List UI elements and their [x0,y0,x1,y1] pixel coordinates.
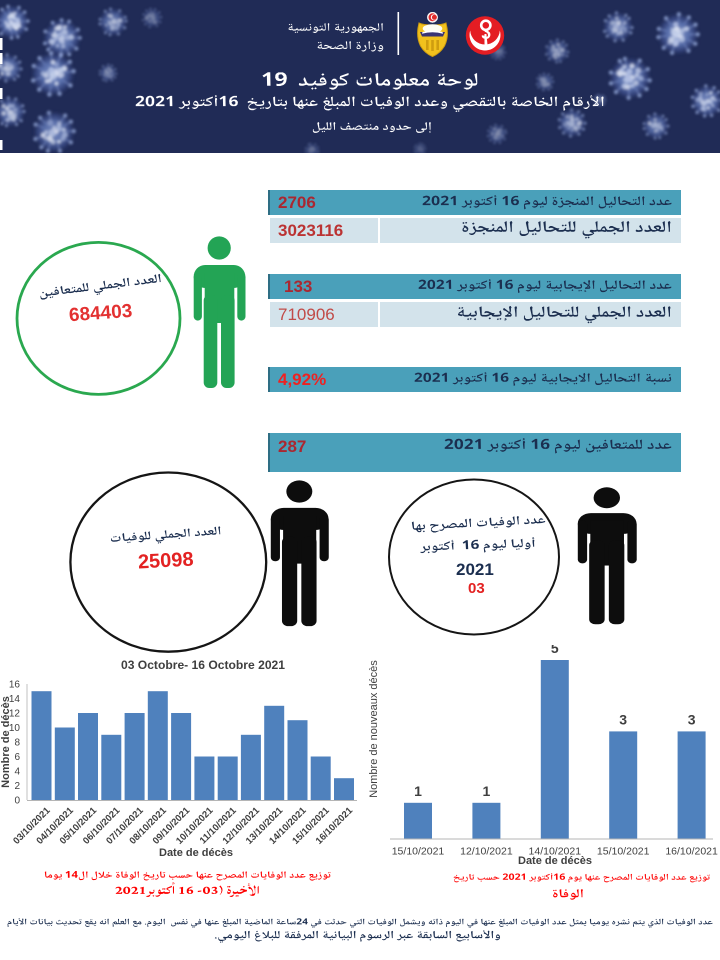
svg-text:12/10/2021: 12/10/2021 [460,846,513,858]
svg-text:3: 3 [688,711,696,727]
svg-text:3: 3 [619,711,627,727]
svg-text:8: 8 [14,738,20,749]
svg-text:2: 2 [14,781,20,792]
svg-text:0: 0 [14,796,20,807]
svg-text:4: 4 [14,767,20,778]
svg-text:Date de décès: Date de décès [518,855,592,867]
svg-text:Nombre de décès: Nombre de décès [0,696,12,788]
svg-text:15/10/2021: 15/10/2021 [597,846,650,858]
svg-text:15/10/2021: 15/10/2021 [392,846,445,858]
svg-text:Nombre de nouveaux décès: Nombre de nouveaux décès [368,660,380,798]
svg-text:16: 16 [9,680,21,691]
svg-text:10: 10 [9,723,21,734]
svg-text:14: 14 [9,694,21,705]
svg-text:1: 1 [483,783,491,799]
svg-text:14/10/2021: 14/10/2021 [529,846,582,858]
svg-text:16/10/2021: 16/10/2021 [665,846,718,858]
svg-text:Date de décès: Date de décès [159,847,233,859]
svg-text:03 Octobre- 16 Octobre 2021: 03 Octobre- 16 Octobre 2021 [121,658,285,672]
svg-text:12: 12 [9,709,21,720]
svg-text:1: 1 [414,783,422,799]
svg-text:6: 6 [14,752,20,763]
svg-text:5: 5 [551,645,559,656]
